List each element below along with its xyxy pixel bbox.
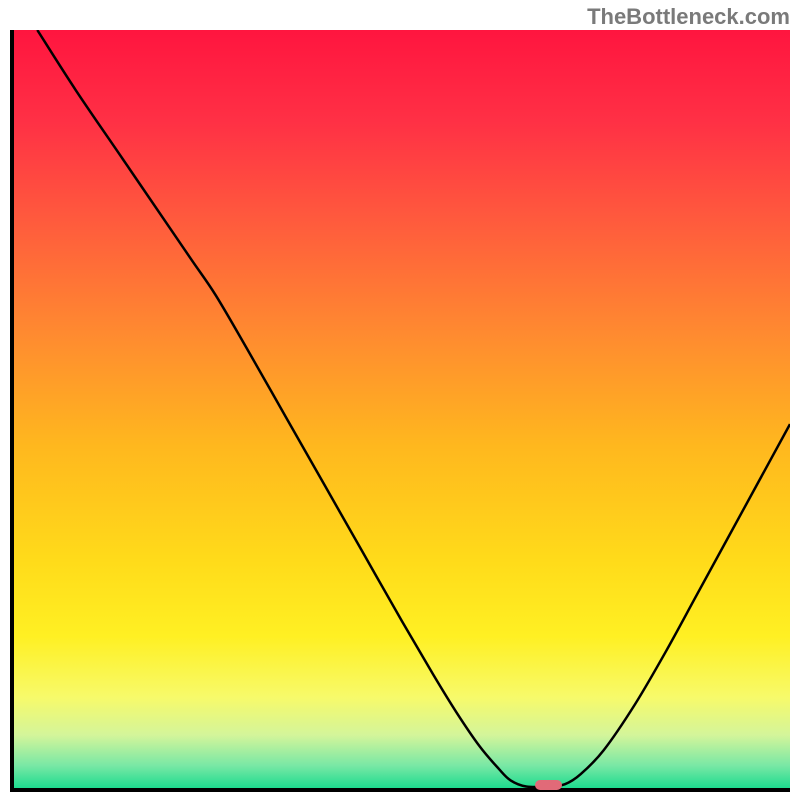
watermark-text: TheBottleneck.com [587,4,790,30]
chart-container: TheBottleneck.com [0,0,800,800]
bottleneck-curve [14,30,790,788]
optimal-marker [535,780,562,790]
plot-area [10,30,790,792]
